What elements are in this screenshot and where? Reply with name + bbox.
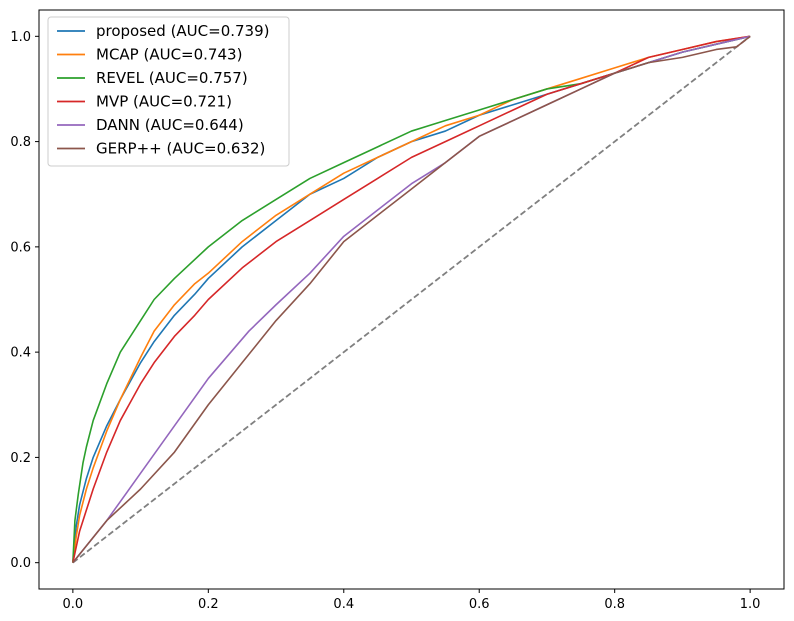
x-tick-label: 0.0 — [63, 597, 84, 612]
legend-label-3: MVP (AUC=0.721) — [96, 93, 232, 111]
x-tick-label: 0.8 — [604, 597, 625, 612]
y-tick-label: 0.0 — [10, 556, 31, 571]
y-tick-label: 0.4 — [10, 346, 31, 361]
x-tick-label: 1.0 — [740, 597, 761, 612]
legend-label-4: DANN (AUC=0.644) — [96, 116, 244, 134]
series-line-3 — [72, 35, 751, 563]
x-tick-label: 0.4 — [333, 597, 354, 612]
reference-diagonal-line — [72, 35, 751, 564]
legend-label-1: MCAP (AUC=0.743) — [96, 46, 242, 64]
y-tick-label: 0.6 — [10, 240, 31, 255]
legend-label-2: REVEL (AUC=0.757) — [96, 69, 248, 87]
series-line-1 — [72, 35, 751, 563]
y-tick-label: 0.2 — [10, 451, 31, 466]
x-tick-label: 0.6 — [469, 597, 490, 612]
legend-box — [47, 16, 290, 167]
axes-frame — [38, 9, 785, 590]
x-tick-label: 0.2 — [198, 597, 219, 612]
series-line-5 — [72, 35, 751, 564]
y-tick-label: 1.0 — [10, 30, 31, 45]
y-tick-label: 0.8 — [10, 135, 31, 150]
legend-label-0: proposed (AUC=0.739) — [96, 22, 270, 40]
legend-label-5: GERP++ (AUC=0.632) — [96, 140, 265, 158]
